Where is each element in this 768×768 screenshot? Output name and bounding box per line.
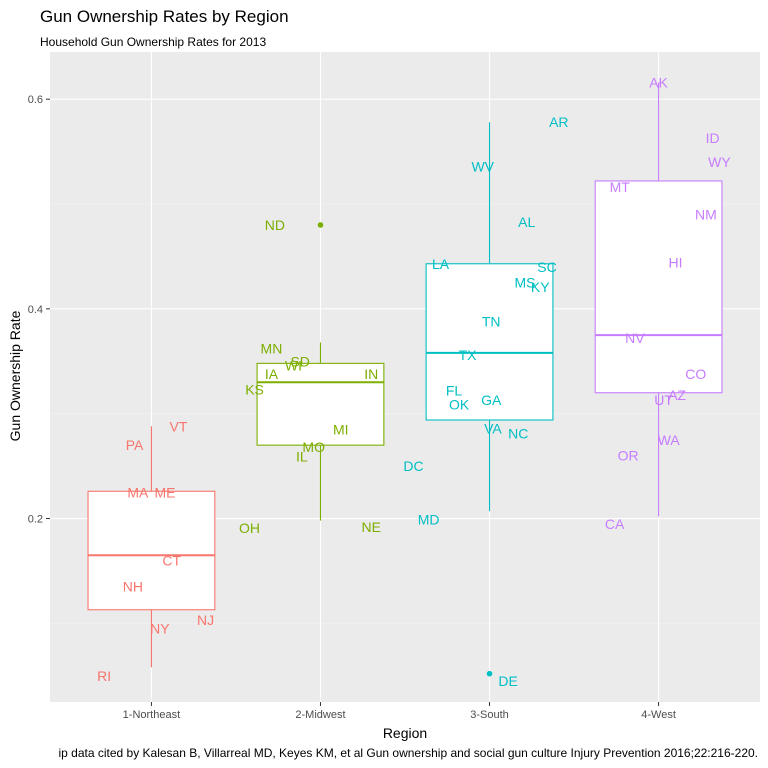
- outlier-point: [486, 670, 493, 677]
- state-label-KS: KS: [245, 382, 264, 398]
- y-tick-label: 0.4: [28, 304, 43, 316]
- state-label-RI: RI: [97, 668, 111, 684]
- state-label-MS: MS: [515, 275, 536, 291]
- state-label-MD: MD: [418, 512, 440, 528]
- x-tick-label: 2-Midwest: [295, 709, 345, 721]
- state-label-MA: MA: [127, 484, 149, 500]
- state-label-CA: CA: [605, 516, 625, 532]
- state-label-WY: WY: [708, 154, 731, 170]
- state-label-WA: WA: [658, 432, 681, 448]
- state-label-IL: IL: [296, 449, 308, 465]
- state-label-ND: ND: [265, 217, 285, 233]
- box-2-Midwest: [256, 362, 385, 446]
- x-axis: 1-Northeast 2-Midwest 3-South 4-West: [123, 702, 676, 721]
- state-label-SD: SD: [290, 353, 309, 369]
- state-label-NM: NM: [695, 207, 717, 223]
- state-label-NC: NC: [508, 426, 528, 442]
- chart-title: Gun Ownership Rates by Region: [40, 7, 289, 26]
- box-4-West: [594, 180, 723, 394]
- state-label-AZ: AZ: [668, 387, 686, 403]
- state-label-CT: CT: [162, 552, 181, 568]
- x-axis-title: Region: [383, 725, 427, 741]
- x-tick-label: 3-South: [470, 709, 509, 721]
- state-label-VT: VT: [170, 418, 188, 434]
- state-label-LA: LA: [432, 256, 450, 272]
- state-label-NH: NH: [123, 579, 143, 595]
- state-label-MI: MI: [333, 421, 349, 437]
- state-label-SC: SC: [537, 259, 556, 275]
- state-label-UT: UT: [654, 392, 673, 408]
- state-label-VA: VA: [484, 420, 502, 436]
- state-label-IN: IN: [364, 366, 378, 382]
- y-axis-title: Gun Ownership Rate: [7, 310, 23, 441]
- state-label-PA: PA: [126, 437, 144, 453]
- box-1-Northeast: [87, 490, 216, 611]
- box-3-South: [425, 263, 554, 421]
- outlier-point: [317, 222, 324, 228]
- state-label-AL: AL: [518, 214, 535, 230]
- state-label-MN: MN: [261, 341, 283, 357]
- state-label-ID: ID: [706, 130, 720, 146]
- state-label-TX: TX: [459, 347, 478, 363]
- y-tick-label: 0.2: [28, 514, 43, 526]
- y-axis: 0.2 0.4 0.6: [28, 94, 50, 526]
- state-label-GA: GA: [481, 392, 502, 408]
- state-label-MO: MO: [302, 439, 325, 455]
- state-label-CO: CO: [685, 366, 706, 382]
- state-label-MT: MT: [610, 179, 631, 195]
- x-tick-label: 4-West: [641, 709, 676, 721]
- state-label-NY: NY: [150, 621, 170, 637]
- y-tick-label: 0.6: [28, 94, 43, 106]
- state-label-TN: TN: [482, 313, 501, 329]
- state-label-NV: NV: [625, 330, 645, 346]
- state-label-AK: AK: [649, 74, 668, 90]
- state-label-DC: DC: [403, 458, 423, 474]
- state-label-HI: HI: [668, 255, 682, 271]
- state-label-WV: WV: [471, 158, 494, 174]
- state-label-OH: OH: [239, 520, 260, 536]
- state-label-ME: ME: [154, 484, 175, 500]
- chart-caption: ip data cited by Kalesan B, Villarreal M…: [58, 746, 758, 760]
- state-label-OR: OR: [618, 448, 639, 464]
- state-label-NE: NE: [361, 519, 380, 535]
- state-label-NJ: NJ: [197, 612, 214, 628]
- state-label-FL: FL: [446, 383, 463, 399]
- state-label-DE: DE: [498, 673, 517, 689]
- state-label-WI: WI: [285, 357, 302, 373]
- state-label-AR: AR: [549, 114, 568, 130]
- boxes-layer: [87, 82, 723, 677]
- state-label-KY: KY: [531, 279, 550, 295]
- state-label-OK: OK: [449, 396, 470, 412]
- x-tick-label: 1-Northeast: [123, 709, 180, 721]
- chart-subtitle: Household Gun Ownership Rates for 2013: [40, 35, 266, 49]
- state-label-IA: IA: [265, 366, 279, 382]
